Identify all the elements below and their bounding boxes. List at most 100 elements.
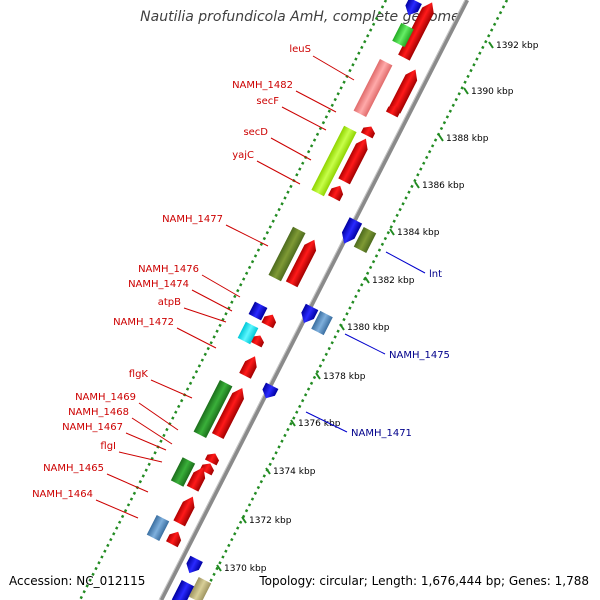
scale-tick-label: 1388 kbp xyxy=(446,134,489,144)
scale-tick-label: 1378 kbp xyxy=(323,372,366,382)
forward-gene-label: NAMH_1472 xyxy=(113,317,174,328)
scale-tick-label: 1382 kbp xyxy=(372,276,415,286)
forward-label-leader xyxy=(131,417,173,445)
scale-tick-mark xyxy=(265,467,271,475)
scale-tick-mark xyxy=(389,228,395,236)
scale-tick-mark xyxy=(290,419,296,427)
reverse-gene-feature xyxy=(186,555,203,574)
forward-gene-block xyxy=(311,125,357,197)
forward-gene-label: NAMH_1467 xyxy=(62,422,123,433)
forward-label-leader xyxy=(281,106,327,131)
forward-gene-label: yajC xyxy=(232,150,254,161)
cds-arrow xyxy=(388,69,418,114)
outer-dotted-track xyxy=(199,0,509,600)
forward-label-leader xyxy=(183,307,227,323)
forward-gene-label: NAMH_1474 xyxy=(128,279,189,290)
gene-features xyxy=(146,0,434,600)
cds-arrow xyxy=(249,335,265,348)
reverse-gene-feature xyxy=(262,382,279,399)
forward-gene-label: NAMH_1482 xyxy=(232,80,293,91)
forward-label-leader xyxy=(95,499,139,519)
accession-label: Accession: NC_012115 xyxy=(9,574,146,588)
forward-gene-label: NAMH_1476 xyxy=(138,264,199,275)
scale-tick-mark xyxy=(463,87,469,95)
forward-gene-label: secD xyxy=(243,127,268,138)
inner-dotted-track xyxy=(78,0,388,600)
scale-tick-mark xyxy=(241,516,247,524)
reverse-gene-feature xyxy=(301,303,319,324)
reverse-gene-label: NAMH_1475 xyxy=(389,350,450,361)
forward-gene-label: NAMH_1464 xyxy=(32,489,93,500)
scale-tick-label: 1386 kbp xyxy=(422,181,465,191)
scale-tick-label: 1380 kbp xyxy=(347,323,390,333)
reverse-gene-feature xyxy=(405,0,422,16)
forward-label-leader xyxy=(201,274,241,298)
label-leaders xyxy=(95,55,426,519)
forward-label-leader xyxy=(256,160,301,185)
forward-label-leader xyxy=(138,402,179,431)
scale-tick-mark xyxy=(315,372,321,380)
forward-gene-label: NAMH_1477 xyxy=(162,214,223,225)
forward-gene-label: NAMH_1468 xyxy=(68,407,129,418)
cds-arrow xyxy=(211,387,244,440)
forward-gene-label: secF xyxy=(256,96,279,107)
reverse-gene-feature xyxy=(311,310,333,336)
forward-gene-block xyxy=(353,58,393,118)
gene-labels: leuS NAMH_1482 secF secD yajC NAMH_1477 NAMH_1… xyxy=(32,44,450,500)
scale-tick-label: 1372 kbp xyxy=(249,516,292,526)
cds-arrow xyxy=(239,356,257,379)
scale-tick-mark xyxy=(438,134,444,142)
forward-gene-block xyxy=(268,226,306,282)
cds-arrow xyxy=(173,496,195,527)
genome-info-label: Topology: circular; Length: 1,676,444 bp… xyxy=(259,574,589,588)
scale-ticks: 1392 kbp 1390 kbp 1388 kbp 1386 kbp 1384 kbp… xyxy=(216,41,539,574)
cds-arrow xyxy=(398,2,434,61)
scale-tick-label: 1374 kbp xyxy=(273,467,316,477)
genome-backbone-highlight xyxy=(158,0,466,600)
forward-label-leader xyxy=(225,224,269,247)
forward-label-leader xyxy=(118,451,163,463)
scale-tick-label: 1384 kbp xyxy=(397,228,440,238)
reverse-gene-feature xyxy=(353,227,377,253)
forward-label-leader xyxy=(312,55,355,81)
cds-arrow xyxy=(285,239,317,288)
cds-arrow xyxy=(199,463,215,476)
forward-gene-block xyxy=(171,580,195,600)
forward-gene-block xyxy=(146,515,170,541)
cds-arrow xyxy=(204,453,220,466)
forward-label-leader xyxy=(191,289,233,312)
forward-gene-block xyxy=(170,457,196,487)
scale-tick-mark xyxy=(488,41,494,49)
forward-label-leader xyxy=(150,379,193,399)
forward-label-leader xyxy=(295,90,337,113)
cds-arrow xyxy=(166,531,182,548)
cds-arrow xyxy=(338,138,368,185)
cds-arrow xyxy=(261,314,277,329)
scale-tick-mark xyxy=(216,564,222,572)
forward-gene-block xyxy=(392,22,414,48)
cds-arrow xyxy=(328,185,344,202)
reverse-label-leader xyxy=(305,411,348,433)
scale-tick-label: 1392 kbp xyxy=(496,41,539,51)
scale-tick-mark xyxy=(339,323,345,331)
forward-gene-label: atpB xyxy=(158,297,181,308)
scale-tick-label: 1390 kbp xyxy=(471,87,514,97)
forward-label-leader xyxy=(106,473,149,493)
scale-tick-label: 1370 kbp xyxy=(224,564,267,574)
forward-label-leader xyxy=(270,137,312,161)
forward-label-leader xyxy=(176,327,217,349)
reverse-gene-label: lnt xyxy=(429,269,442,280)
forward-gene-label: flgI xyxy=(100,441,116,452)
forward-gene-label: NAMH_1469 xyxy=(75,392,136,403)
forward-gene-label: leuS xyxy=(289,44,311,55)
reverse-label-leader xyxy=(344,333,386,355)
forward-label-leader xyxy=(125,432,167,451)
forward-gene-block xyxy=(237,321,259,345)
scale-tick-mark xyxy=(364,276,370,284)
genome-backbone xyxy=(158,0,470,600)
cds-arrow xyxy=(360,126,376,139)
cds-arrow xyxy=(385,105,401,118)
scale-tick-mark xyxy=(414,181,420,189)
forward-gene-block xyxy=(193,379,233,439)
